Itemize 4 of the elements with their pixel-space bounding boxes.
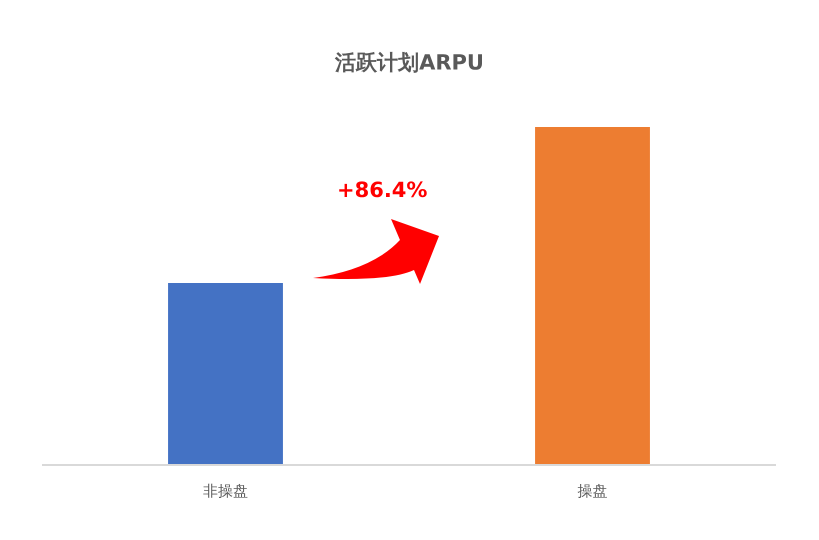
annotation: +86.4%: [337, 178, 428, 202]
chart-title: 活跃计划ARPU: [334, 50, 484, 74]
x-tick-label: 操盘: [578, 482, 608, 500]
x-tick-label: 非操盘: [203, 482, 248, 500]
